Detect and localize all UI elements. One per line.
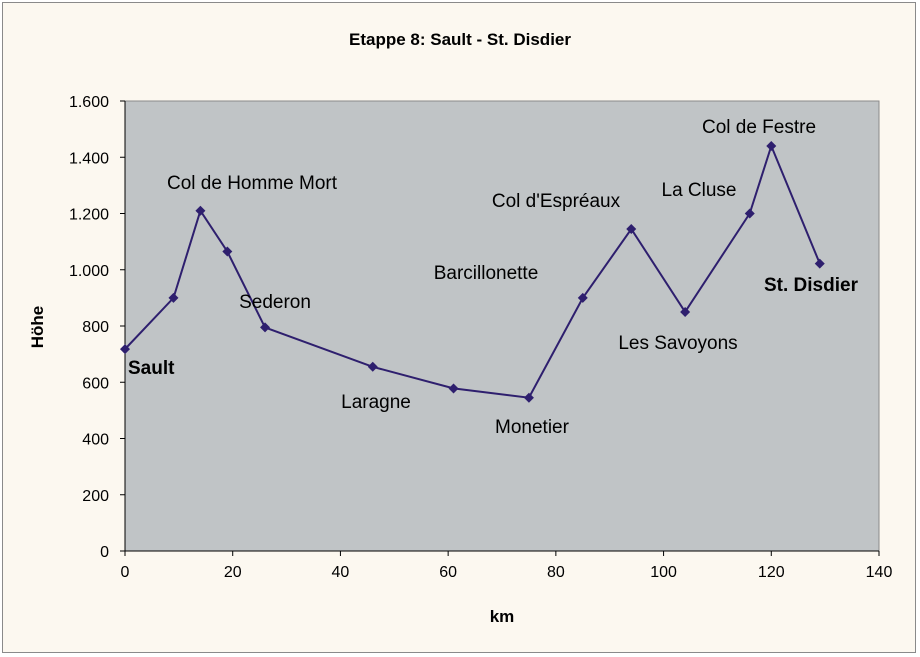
data-point-marker [814,258,825,269]
y-tick-label: 800 [82,319,109,336]
data-point-marker [367,361,378,372]
point-label: Les Savoyons [618,333,737,354]
y-axis-title: Höhe [28,306,47,349]
x-tick-label: 120 [758,564,785,581]
data-point-marker [523,392,534,403]
point-label: Laragne [341,392,411,413]
data-point-marker [744,208,755,219]
point-label: Barcillonette [434,263,539,284]
series-polyline [124,143,821,399]
point-label: Sederon [239,292,311,313]
point-label: Col de Homme Mort [167,173,338,194]
data-point-marker [577,292,588,303]
data-point-marker [260,322,271,333]
axes: 0 200 400 600 800 1.000 1.200 1.400 1.600 0 20 40 60… [69,94,892,581]
y-tick-label: 600 [82,375,109,392]
y-tick-label: 1.000 [69,263,109,280]
data-point-marker [766,141,777,151]
x-tick-label: 40 [332,564,350,581]
data-point-marker [680,306,691,317]
data-point-marker [222,246,233,257]
y-tick-label: 200 [82,488,109,505]
point-label: Col d'Espréaux [492,191,621,212]
chart-title: Etappe 8: Sault - St. Disdier [349,30,571,49]
y-tick-label: 1.200 [69,207,109,224]
data-point-marker [626,223,637,234]
y-tick-label: 400 [82,432,109,449]
data-point-marker [195,205,206,216]
data-point-marker [120,344,130,355]
x-tick-label: 20 [224,564,242,581]
point-label: La Cluse [662,180,737,201]
y-tick-label: 1.400 [69,150,109,167]
x-tick-label: 80 [547,564,565,581]
x-tick-label: 0 [121,564,130,581]
series-line [120,141,825,403]
data-point-marker [448,383,459,394]
plot-area [124,100,880,552]
point-label: Col de Festre [702,117,816,138]
x-tick-label: 140 [866,564,893,581]
x-axis-title: km [490,607,515,626]
point-label: St. Disdier [764,275,859,296]
data-point-marker [168,292,179,303]
y-tick-label: 0 [100,544,109,561]
x-tick-label: 60 [439,564,457,581]
x-tick-label: 100 [650,564,677,581]
point-label: Monetier [495,417,570,438]
y-tick-label: 1.600 [69,94,109,111]
point-labels: Sault Col de Homme Mort Sederon Laragne Mone… [128,117,859,438]
point-label: Sault [128,358,175,379]
